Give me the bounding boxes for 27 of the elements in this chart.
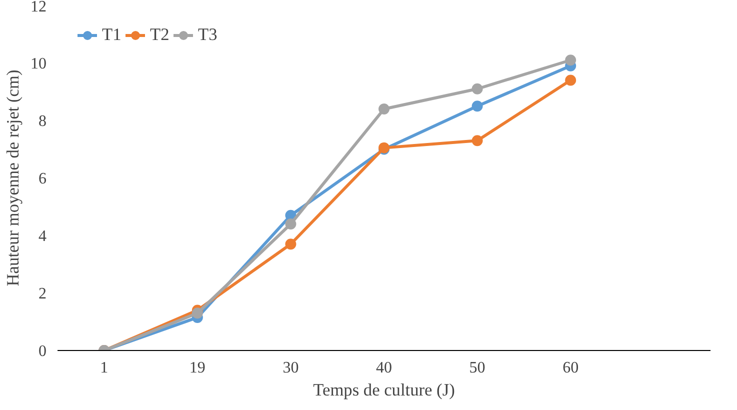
- point: [192, 308, 203, 319]
- y-tick-label: 8: [38, 113, 46, 130]
- point: [285, 218, 296, 230]
- legend-label: T1: [102, 25, 122, 45]
- point: [472, 135, 483, 146]
- y-tick-label: 0: [38, 343, 46, 360]
- legend-label: T2: [150, 25, 170, 45]
- point: [378, 104, 390, 114]
- x-tick-label: 40: [376, 360, 392, 376]
- x-tick-label: 30: [282, 360, 299, 376]
- x-tick-label: 60: [562, 360, 579, 376]
- legend-label: T3: [198, 25, 218, 45]
- point: [472, 83, 483, 94]
- x-axis-title: Temps de culture (J): [313, 380, 456, 400]
- y-tick-label: 4: [38, 228, 46, 245]
- y-tick-label: 10: [30, 56, 46, 72]
- y-tick-label: 6: [38, 170, 46, 188]
- point: [565, 54, 576, 66]
- point: [472, 100, 483, 112]
- x-tick-label: 50: [469, 360, 486, 376]
- y-tick-label: 12: [30, 0, 46, 16]
- y-tick-label: 2: [38, 286, 46, 302]
- point: [565, 74, 576, 86]
- point: [285, 238, 296, 250]
- x-tick-label: 1: [100, 360, 108, 376]
- x-tick-label: 19: [189, 360, 206, 376]
- y-axis-title: Hauteur moyenne de rejet (cm): [4, 70, 22, 286]
